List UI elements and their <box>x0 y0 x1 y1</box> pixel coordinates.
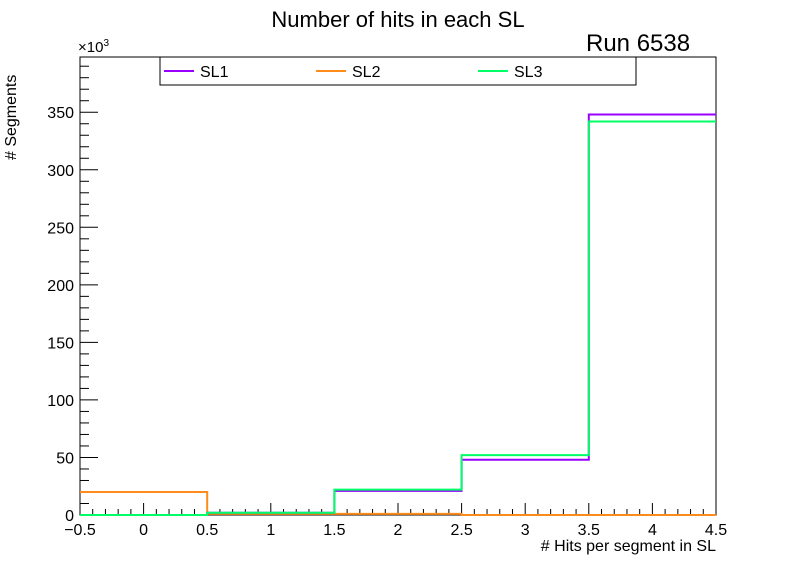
y-tick-label: 250 <box>47 220 74 237</box>
y-tick-label: 150 <box>47 335 74 352</box>
plot-frame <box>79 56 717 516</box>
x-tick-label: 1.5 <box>323 522 345 539</box>
x-tick-label: 3.5 <box>578 522 600 539</box>
x-tick-label: 3 <box>521 522 530 539</box>
y-axis-label: # Segments <box>3 75 21 160</box>
y-tick-label: 300 <box>47 163 74 180</box>
legend-label-sl3: SL3 <box>514 64 543 81</box>
run-annotation: Run 6538 <box>586 30 691 57</box>
y-tick-label: 0 <box>65 508 74 525</box>
y-tick-label: 50 <box>56 450 74 467</box>
y-axis-label-text: # Segments <box>3 74 20 160</box>
x-tick-label: −0.5 <box>64 522 96 539</box>
x-tick-label: 2 <box>394 522 403 539</box>
x-tick-label: 1 <box>266 522 275 539</box>
x-tick-label: 0 <box>139 522 148 539</box>
legend-label-sl1: SL1 <box>200 64 229 81</box>
legend-box <box>159 56 637 86</box>
y-tick-label: 350 <box>47 105 74 122</box>
y-multiplier-exponent: 3 <box>103 38 110 49</box>
chart-title: Number of hits in each SL <box>271 7 525 32</box>
x-tick-label: 2.5 <box>450 522 472 539</box>
x-tick-label: 4 <box>648 522 657 539</box>
x-tick-label: 4.5 <box>705 522 727 539</box>
y-multiplier: ×103 <box>78 38 109 56</box>
x-tick-label: 0.5 <box>196 522 218 539</box>
legend-label-sl2: SL2 <box>352 64 381 81</box>
y-multiplier-base: ×10 <box>78 39 104 56</box>
x-axis-label: # Hits per segment in SL <box>540 538 716 555</box>
y-tick-label: 100 <box>47 393 74 410</box>
series-line-sl3 <box>80 120 716 516</box>
series-line-sl1 <box>80 113 716 516</box>
y-tick-label: 200 <box>47 278 74 295</box>
series-line-sl2 <box>80 490 716 516</box>
